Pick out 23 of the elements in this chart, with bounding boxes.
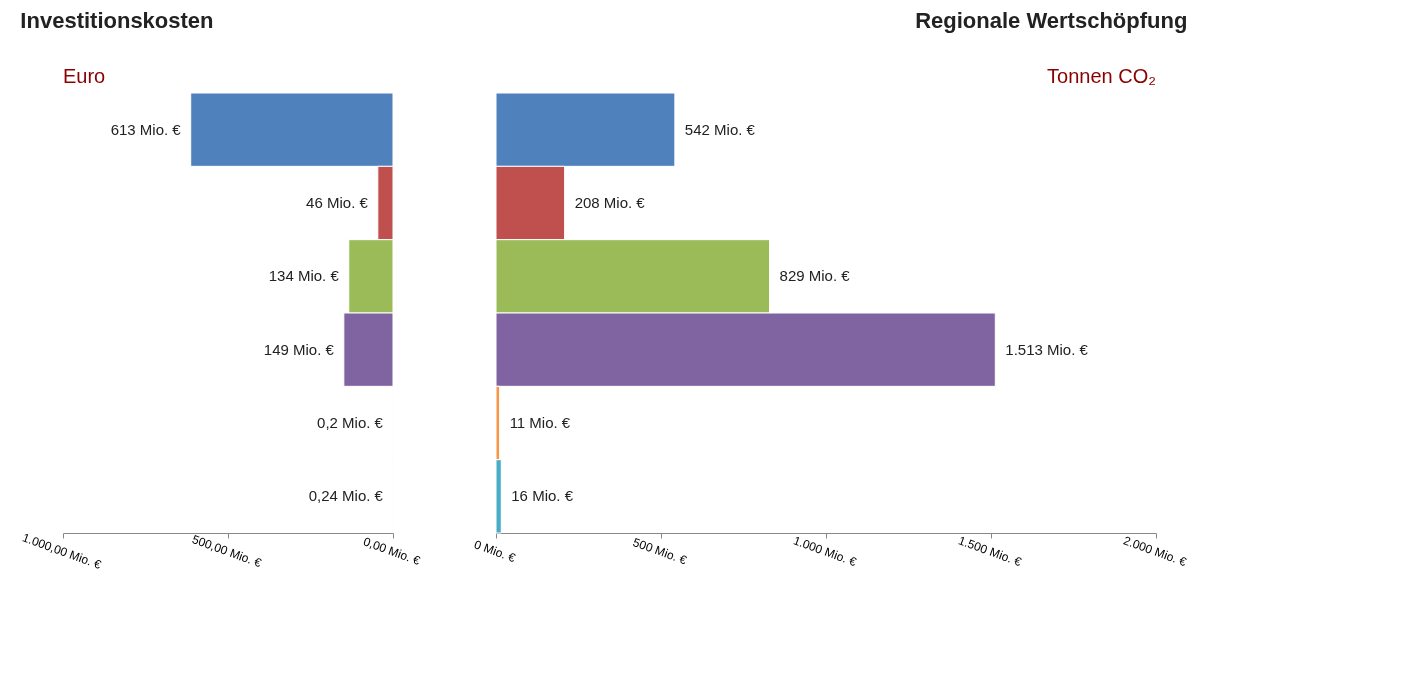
x-tick-label: 0,00 Mio. € xyxy=(361,534,423,569)
data-label: 208 Mio. € xyxy=(574,194,646,211)
data-label: 1.513 Mio. € xyxy=(1005,340,1089,358)
data-label: 542 Mio. € xyxy=(684,120,756,138)
x-tick-label: 1.500 Mio. € xyxy=(956,533,1024,570)
x-tick-label: 2.000 Mio. € xyxy=(1121,533,1189,570)
data-label: 134 Mio. € xyxy=(268,267,340,285)
text: Euro xyxy=(63,65,106,87)
data-label: 16 Mio. € xyxy=(511,487,574,505)
data-label: 829 Mio. € xyxy=(779,267,851,285)
chart-title: Investitionskosten xyxy=(20,8,214,33)
data-label: 613 Mio. € xyxy=(110,120,182,138)
x-tick-label: 0 Mio. € xyxy=(472,537,518,566)
data-label: 149 Mio. € xyxy=(263,340,335,358)
x-tick-label: 1.000 Mio. € xyxy=(791,533,859,570)
data-label: 46 Mio. € xyxy=(306,194,369,211)
data-label: 0,24 Mio. € xyxy=(308,487,384,505)
data-label: 11 Mio. € xyxy=(509,414,571,431)
data-label: 0,2 Mio. € xyxy=(317,414,384,431)
x-tick-label: 500 Mio. € xyxy=(631,535,689,568)
chart-title: Regionale Wertschöpfung xyxy=(915,8,1188,33)
text: Tonnen CO₂ xyxy=(1047,65,1156,87)
x-tick-label: 500,00 Mio. € xyxy=(190,532,264,571)
